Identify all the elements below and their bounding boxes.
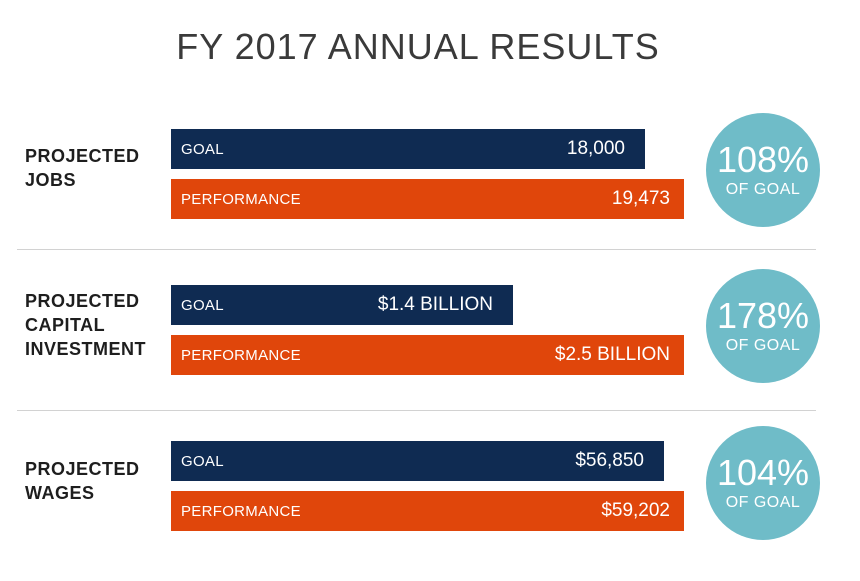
jobs-label-line: JOBS (25, 170, 77, 190)
wages-section: PROJECTED WAGES GOAL $56,850 PERFORMANCE… (0, 426, 860, 551)
performance-bar-value: $59,202 (601, 500, 670, 521)
percent-label: OF GOAL (725, 337, 801, 354)
wages-label: PROJECTED WAGES (25, 426, 165, 536)
performance-bar: PERFORMANCE 19,473 (171, 179, 684, 219)
jobs-label-line: PROJECTED (25, 146, 140, 166)
capital-label-line: CAPITAL (25, 315, 106, 335)
goal-bar-value: 18,000 (566, 138, 625, 159)
percent-of-goal-circle: 108% OF GOAL (706, 113, 820, 227)
capital-label-line: PROJECTED (25, 291, 140, 311)
goal-bar-value: $56,850 (575, 450, 644, 471)
goal-bar: GOAL $56,850 (171, 441, 664, 481)
performance-bar: PERFORMANCE $59,202 (171, 491, 684, 531)
wages-label-line: WAGES (25, 483, 95, 503)
percent-label: OF GOAL (725, 181, 801, 198)
capital-label-line: INVESTMENT (25, 339, 147, 359)
section-divider (17, 249, 816, 250)
goal-bar: GOAL 18,000 (171, 129, 645, 169)
percent-of-goal-circle: 104% OF GOAL (706, 426, 820, 540)
goal-bar: GOAL $1.4 BILLION (171, 285, 513, 325)
performance-bar-value: $2.5 BILLION (554, 344, 670, 365)
performance-bar-value: 19,473 (611, 188, 670, 209)
capital-investment-section: PROJECTED CAPITAL INVESTMENT GOAL $1.4 B… (0, 269, 860, 395)
section-divider (17, 410, 816, 411)
wages-label-line: PROJECTED (25, 459, 140, 479)
capital-investment-label: PROJECTED CAPITAL INVESTMENT (25, 270, 165, 380)
goal-bar-label: GOAL (181, 140, 224, 158)
goal-bar-label: GOAL (181, 452, 224, 470)
jobs-label: PROJECTED JOBS (25, 113, 165, 223)
performance-bar-label: PERFORMANCE (181, 346, 301, 364)
jobs-section: PROJECTED JOBS GOAL 18,000 PERFORMANCE 1… (0, 113, 860, 239)
performance-bar-label: PERFORMANCE (181, 502, 301, 520)
goal-bar-value: $1.4 BILLION (377, 294, 493, 315)
performance-bar: PERFORMANCE $2.5 BILLION (171, 335, 684, 375)
chart-title: FY 2017 ANNUAL RESULTS (176, 26, 660, 67)
percent-value: 178% (716, 295, 810, 336)
percent-value: 108% (716, 139, 810, 180)
goal-bar-label: GOAL (181, 296, 224, 314)
performance-bar-label: PERFORMANCE (181, 190, 301, 208)
percent-of-goal-circle: 178% OF GOAL (706, 269, 820, 383)
percent-label: OF GOAL (725, 494, 801, 511)
percent-value: 104% (716, 452, 810, 493)
